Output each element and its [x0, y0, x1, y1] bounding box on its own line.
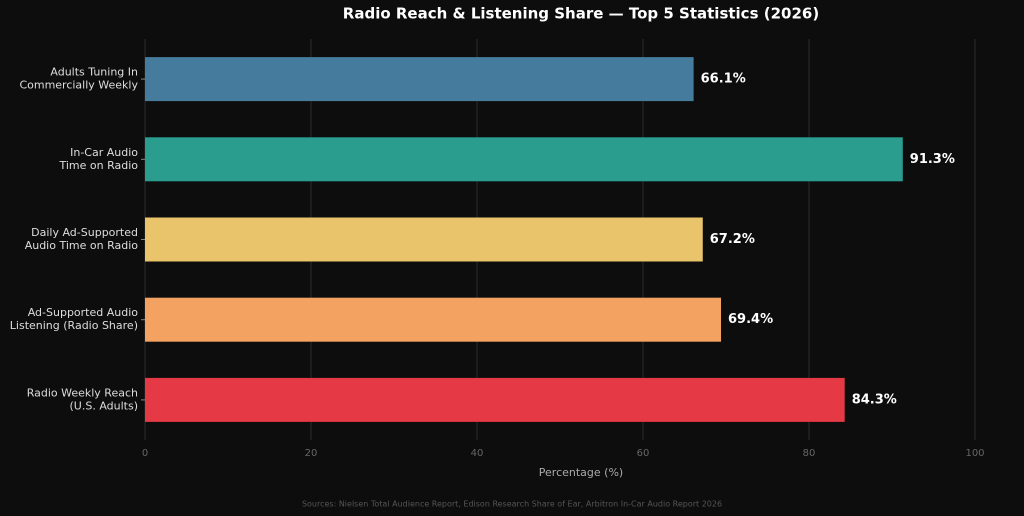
y-tick-label-line: Ad-Supported Audio: [28, 306, 139, 319]
value-label: 69.4%: [728, 312, 773, 327]
y-tick-label-line: Listening (Radio Share): [10, 319, 138, 332]
y-tick-label-line: Audio Time on Radio: [25, 239, 139, 252]
bar: [145, 137, 903, 182]
y-tick-label: Radio Weekly Reach (U.S. Adults): [27, 386, 138, 412]
y-tick-label-line: In-Car Audio: [70, 146, 138, 159]
x-tick-label: 80: [803, 448, 816, 459]
y-tick-label: Adults Tuning In Commercially Weekly: [19, 66, 138, 92]
value-label: 91.3%: [910, 152, 955, 167]
x-tick-label: 60: [637, 448, 650, 459]
y-tick-label-line: Adults Tuning In: [50, 66, 138, 79]
x-tick-label: 100: [965, 448, 984, 459]
bar: [145, 377, 845, 422]
y-tick-label: Ad-Supported Audio Listening (Radio Share…: [10, 306, 138, 332]
y-tick-label-line: Commercially Weekly: [19, 79, 138, 92]
bar: [145, 217, 703, 262]
y-tick-label-line: (U.S. Adults): [70, 399, 139, 412]
x-tick-label: 40: [471, 448, 484, 459]
bar: [145, 297, 722, 342]
y-tick-label: In-Car Audio Time on Radio: [58, 146, 138, 172]
y-tick-label-line: Time on Radio: [58, 159, 138, 172]
x-tick-label: 20: [305, 448, 318, 459]
value-label: 84.3%: [852, 392, 897, 407]
x-tick-label: 0: [142, 448, 148, 459]
value-label: 66.1%: [701, 72, 746, 87]
chart-title: Radio Reach & Listening Share — Top 5 St…: [343, 5, 819, 23]
value-label: 67.2%: [710, 232, 755, 247]
source-note: Sources: Nielsen Total Audience Report, …: [302, 500, 722, 509]
y-tick-label: Daily Ad-Supported Audio Time on Radio: [25, 226, 139, 252]
bar: [145, 57, 694, 102]
y-tick-label-line: Radio Weekly Reach: [27, 386, 138, 399]
y-tick-label-line: Daily Ad-Supported: [31, 226, 138, 239]
x-axis-label: Percentage (%): [539, 466, 623, 479]
